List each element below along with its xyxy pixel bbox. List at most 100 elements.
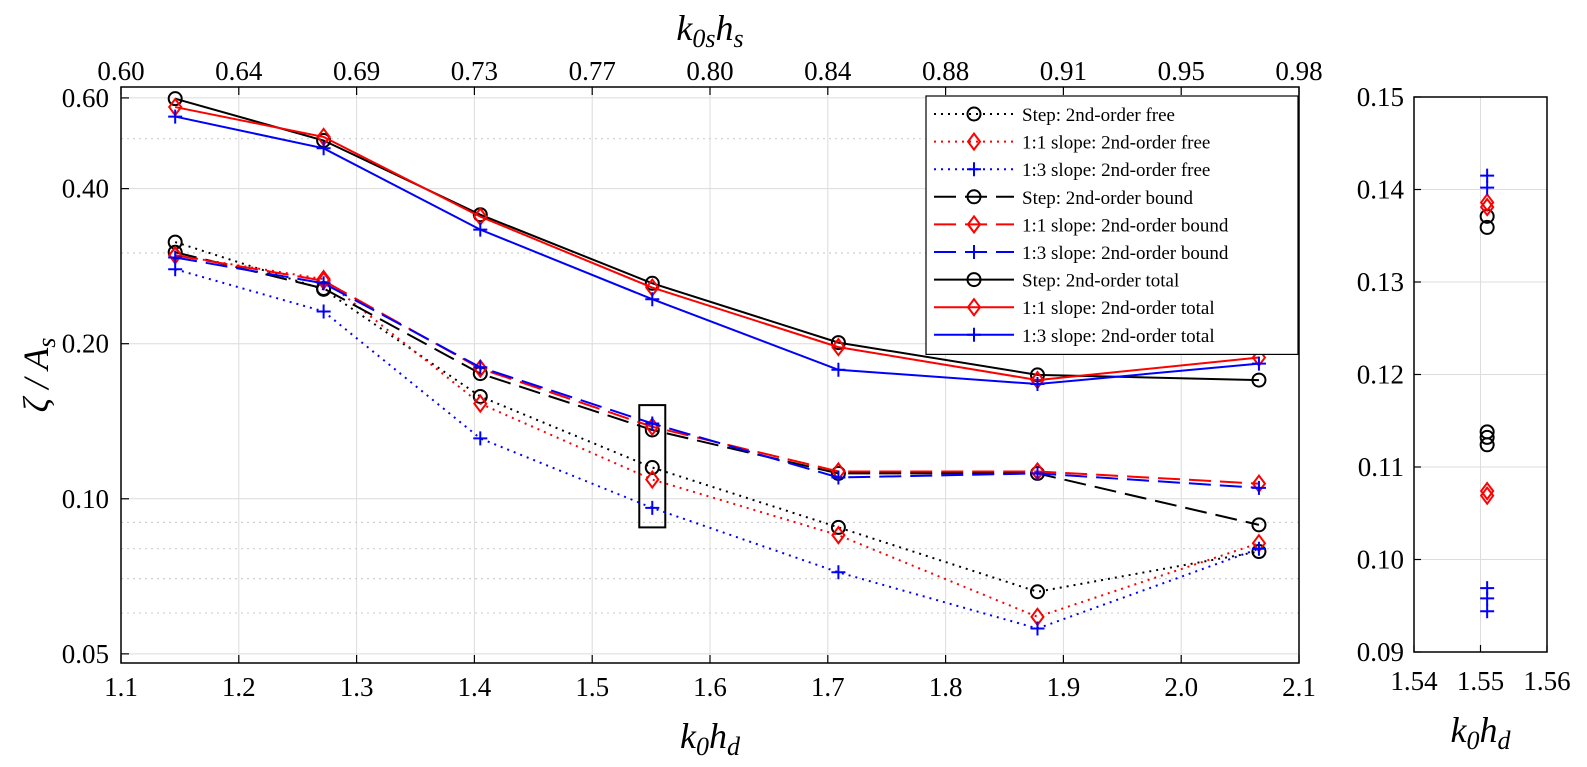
x2-tick-label: 0.98 <box>1275 56 1322 86</box>
legend-entry: 1:3 slope: 2nd-order total <box>934 326 1215 347</box>
data-point <box>1029 584 1045 600</box>
y-axis-label: ζ / As <box>16 338 61 413</box>
legend-label: 1:3 slope: 2nd-order free <box>1022 160 1210 181</box>
side-x-axis-label-mid: h <box>1479 710 1497 750</box>
x-tick-label: 1.2 <box>222 672 256 702</box>
data-point <box>473 222 488 237</box>
data-point <box>1030 377 1045 392</box>
x2-tick-label: 0.88 <box>922 56 969 86</box>
x2-axis-label: k0shs <box>676 8 743 53</box>
data-point <box>167 91 183 107</box>
series-5 <box>168 250 1266 495</box>
y-tick-label: 0.40 <box>62 174 109 204</box>
data-point <box>830 335 846 351</box>
side-data-point <box>1479 481 1495 501</box>
side-y-tick-label: 0.09 <box>1357 637 1404 667</box>
legend-entry: Step: 2nd-order bound <box>934 188 1193 209</box>
data-point <box>1251 517 1267 533</box>
x2-axis-label-sub2: s <box>733 24 743 53</box>
x2-tick-label: 0.84 <box>804 56 852 86</box>
side-data-point <box>1479 437 1495 453</box>
x-tick-label: 1.7 <box>811 672 845 702</box>
side-y-tick-label: 0.13 <box>1357 267 1404 297</box>
legend-marker <box>966 272 982 288</box>
x2-tick-label: 0.91 <box>1040 56 1087 86</box>
side-data-point <box>1480 168 1495 183</box>
legend-label: Step: 2nd-order total <box>1022 271 1179 292</box>
legend-label: Step: 2nd-order bound <box>1022 188 1193 209</box>
side-data-point <box>1480 180 1495 195</box>
data-point <box>830 519 846 535</box>
data-point <box>1030 621 1045 636</box>
legend-marker <box>966 297 982 317</box>
x2-tick-label: 0.73 <box>451 56 498 86</box>
legend-entry: 1:3 slope: 2nd-order bound <box>934 243 1229 264</box>
y-axis-label-base: A <box>16 347 56 372</box>
side-x-axis-label: k0hd <box>1451 710 1512 755</box>
data-point <box>644 275 660 291</box>
data-point <box>645 469 660 490</box>
y-tick-label: 0.10 <box>62 484 109 514</box>
side-data-point <box>1479 486 1495 506</box>
y-axis-label-sub: s <box>32 338 61 348</box>
data-point <box>1030 466 1045 481</box>
legend-marker <box>966 189 982 205</box>
y-tick-label: 0.20 <box>62 329 109 359</box>
data-point <box>473 393 488 414</box>
data-point <box>831 525 846 545</box>
side-y-tick-label: 0.10 <box>1357 545 1404 575</box>
data-point <box>168 250 183 265</box>
series-2 <box>168 262 1266 636</box>
legend-entry: 1:3 slope: 2nd-order free <box>934 160 1210 181</box>
legend-entry: 1:1 slope: 2nd-order free <box>934 131 1210 154</box>
x-tick-label: 1.1 <box>104 672 138 702</box>
data-point <box>168 109 183 124</box>
legend: Step: 2nd-order free 1:1 slope: 2nd-order… <box>925 95 1299 355</box>
x2-axis-label-base: k <box>676 8 693 48</box>
x2-tick-label: 0.77 <box>569 56 616 86</box>
data-point <box>473 431 488 446</box>
side-y-tick-label: 0.15 <box>1357 82 1404 112</box>
data-point <box>644 460 660 476</box>
data-point <box>645 416 660 431</box>
x2-tick-label: 0.95 <box>1158 56 1205 86</box>
legend-marker <box>967 327 981 342</box>
highlight-box <box>638 404 667 529</box>
legend-entry: 1:1 slope: 2nd-order total <box>934 297 1215 319</box>
x-axis-label: k0hd <box>680 716 741 761</box>
x-tick-label: 1.5 <box>575 672 609 702</box>
data-point <box>316 141 331 156</box>
legend-label: 1:3 slope: 2nd-order bound <box>1022 243 1229 264</box>
data-point <box>1251 541 1266 556</box>
legend-entry: 1:1 slope: 2nd-order bound <box>934 214 1229 236</box>
legend-entry: Step: 2nd-order free <box>934 105 1175 126</box>
x-tick-label: 1.8 <box>929 672 963 702</box>
x-axis-label-mid: h <box>709 716 727 756</box>
legend-label: 1:3 slope: 2nd-order total <box>1022 326 1215 347</box>
side-y-tick-label: 0.12 <box>1357 360 1404 390</box>
data-point <box>1251 480 1266 495</box>
side-data-point <box>1479 192 1495 213</box>
x2-tick-label: 0.60 <box>97 56 144 86</box>
data-point <box>316 304 331 319</box>
y-tick-label: 0.05 <box>62 639 109 669</box>
data-point <box>831 362 846 377</box>
side-data-point <box>1480 591 1495 606</box>
x2-tick-label: 0.69 <box>333 56 380 86</box>
x2-axis-label-mid: h <box>715 8 733 48</box>
side-x-tick-label: 1.56 <box>1523 666 1570 696</box>
series-8 <box>168 109 1266 392</box>
legend-label: 1:1 slope: 2nd-order bound <box>1022 215 1229 236</box>
data-point <box>1251 356 1266 371</box>
data-point <box>316 276 331 291</box>
side-x-axis-label-sub1: 0 <box>1466 726 1479 755</box>
x-tick-label: 2.1 <box>1282 672 1316 702</box>
legend-marker <box>966 131 982 152</box>
side-data-point <box>1479 429 1495 445</box>
side-chart: 1.54 1.55 1.56 0.09 0.10 0.11 0.12 0.13 0.14 0.15… <box>1357 82 1571 755</box>
main-chart: 1.1 0.60 1.2 0.64 1.3 0.69 1.4 0.73 1.5 0.77 1.6 0.… <box>16 8 1323 761</box>
legend-box <box>925 95 1299 355</box>
x2-tick-label: 0.64 <box>215 56 263 86</box>
legend-marker <box>966 214 982 235</box>
data-point <box>831 470 846 485</box>
